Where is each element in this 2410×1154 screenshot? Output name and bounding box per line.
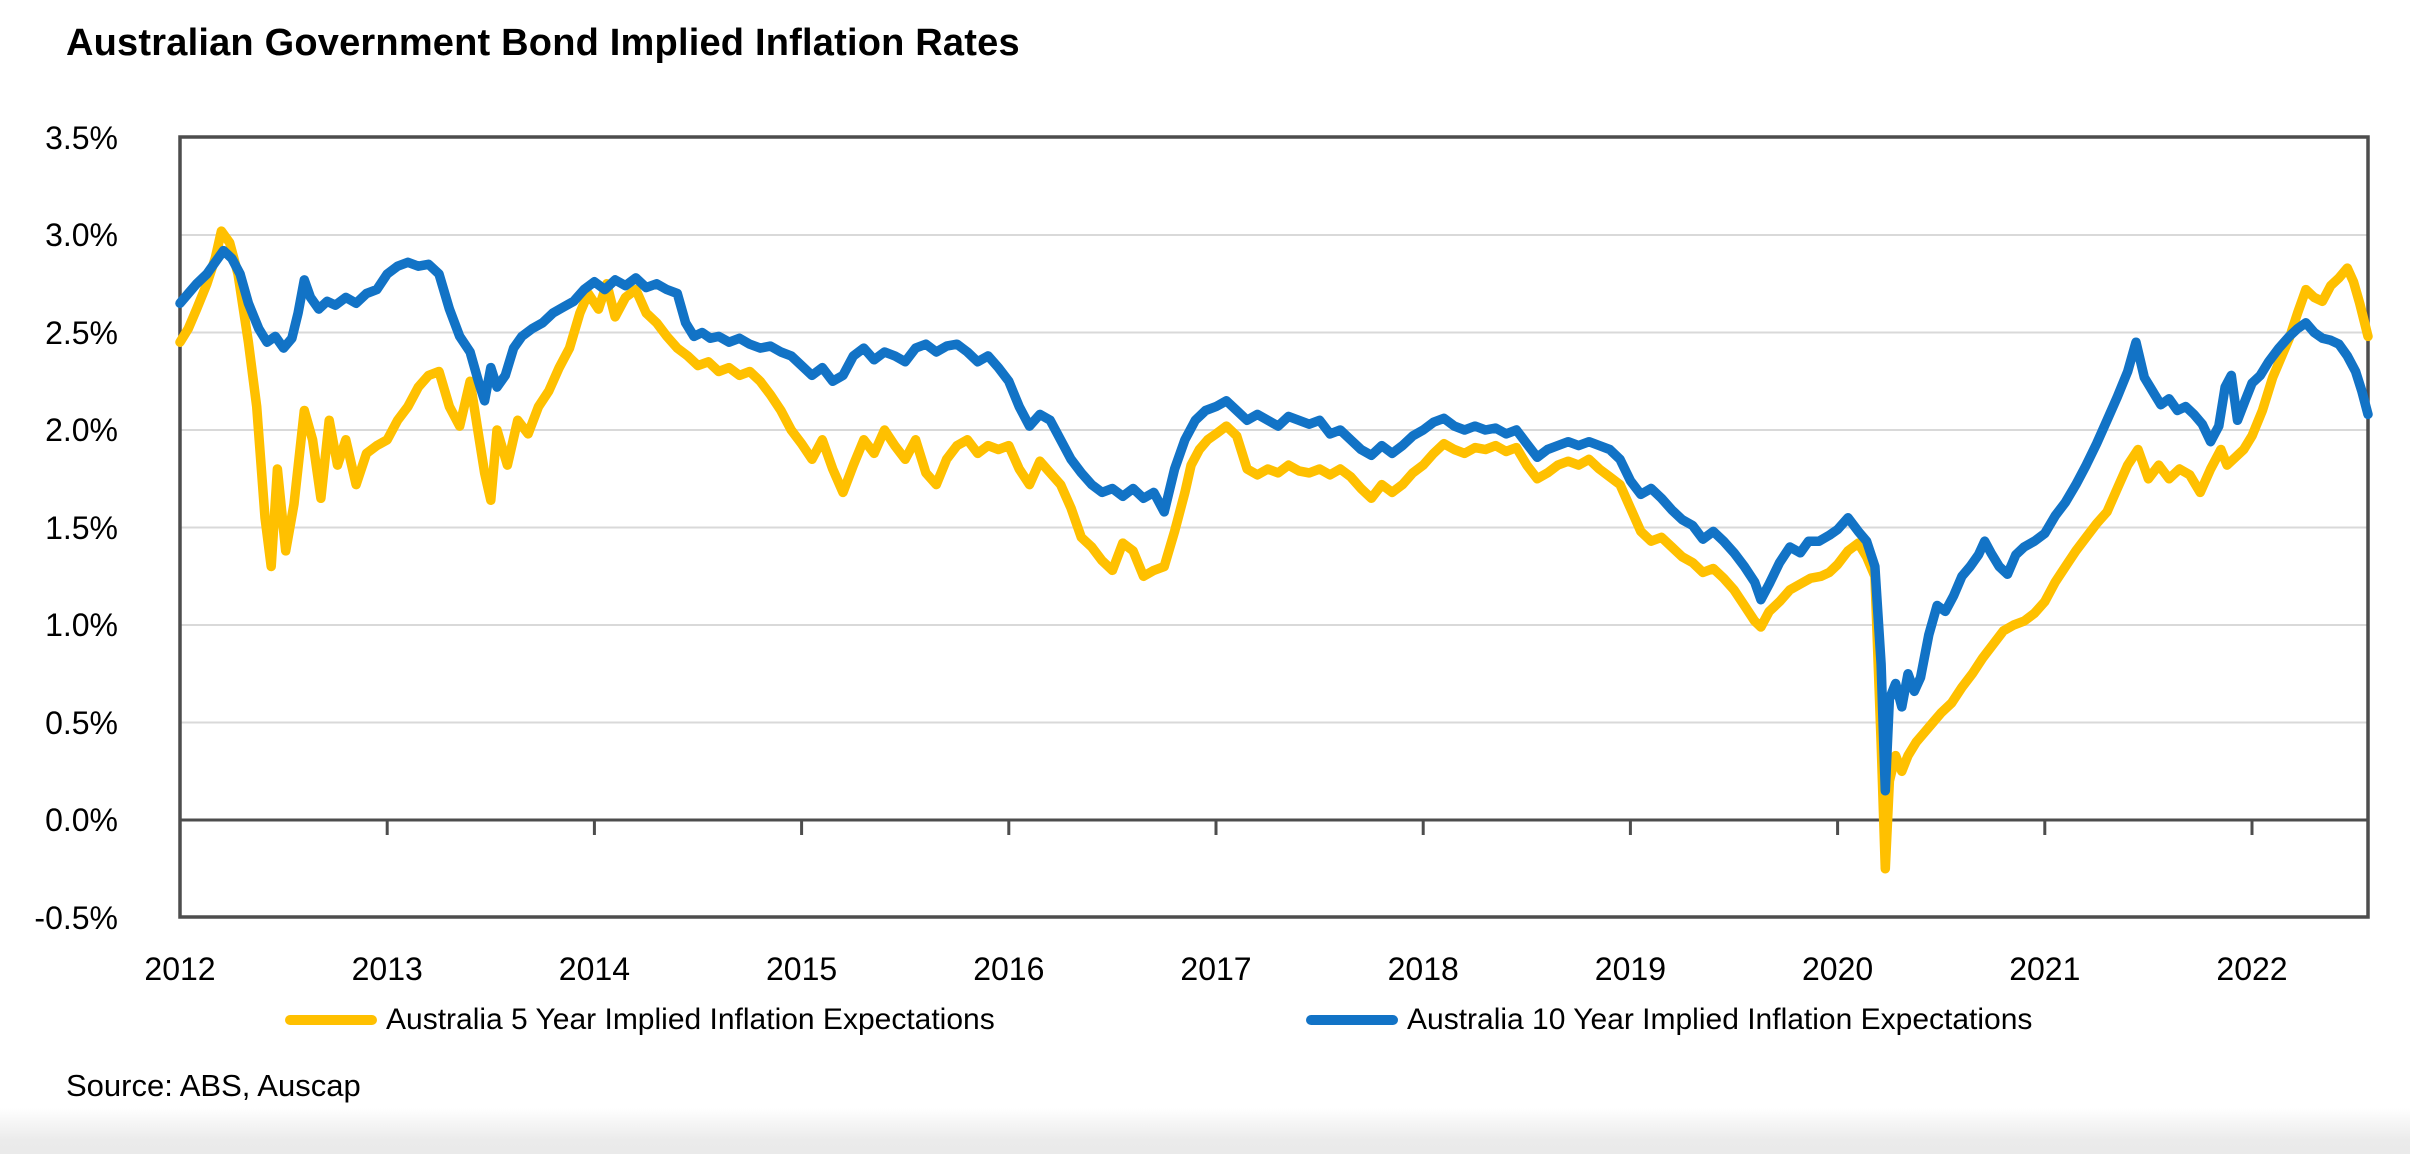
plot-border [178,135,2370,919]
x-axis-label-2018: 2018 [1387,951,1459,987]
x-axis-label-2017: 2017 [1180,951,1252,987]
chart-title: Australian Government Bond Implied Infla… [66,22,1020,64]
series-line-10-year [175,245,2373,796]
chart-legend: Australia 5 Year Implied Inflation Expec… [0,1000,2410,1040]
x-axis-label-2020: 2020 [1802,951,1874,987]
y-axis-label-3.0%: 3.0% [45,217,118,253]
y-axis-label-3.5%: 3.5% [45,119,118,156]
legend-item-5-year: Australia 5 Year Implied Inflation Expec… [285,1000,995,1040]
x-axis-label-2014: 2014 [558,951,630,987]
y-axis-label-1.5%: 1.5% [45,509,118,546]
legend-label-5-year: Australia 5 Year Implied Inflation Expec… [386,1003,995,1036]
legend-swatch-10-year [1306,1015,1398,1025]
x-axis-label-2013: 2013 [351,951,423,987]
y-axis-label-0.0%: 0.0% [45,802,118,838]
x-axis-label-2015: 2015 [766,951,838,987]
legend-swatch-5-year [285,1015,377,1025]
y-axis-label-2.5%: 2.5% [45,314,118,351]
y-axis-label-1.0%: 1.0% [45,607,118,643]
x-axis-label-2016: 2016 [973,951,1045,987]
legend-item-10-year: Australia 10 Year Implied Inflation Expe… [1306,1000,2032,1040]
source-note: Source: ABS, Auscap [66,1068,361,1103]
x-axis-label-2022: 2022 [2216,951,2288,987]
y-axis-label-0.5%: 0.5% [45,704,118,741]
x-axis-label-2012: 2012 [144,951,216,987]
bottom-gradient-band [0,1108,2410,1154]
x-axis-label-2021: 2021 [2009,951,2081,987]
series-line-5-year [175,226,2373,874]
x-axis-label-2019: 2019 [1594,951,1666,987]
y-axis-label-2.0%: 2.0% [45,412,118,448]
legend-label-10-year: Australia 10 Year Implied Inflation Expe… [1407,1003,2033,1036]
y-axis-label--0.5%: -0.5% [34,899,118,936]
